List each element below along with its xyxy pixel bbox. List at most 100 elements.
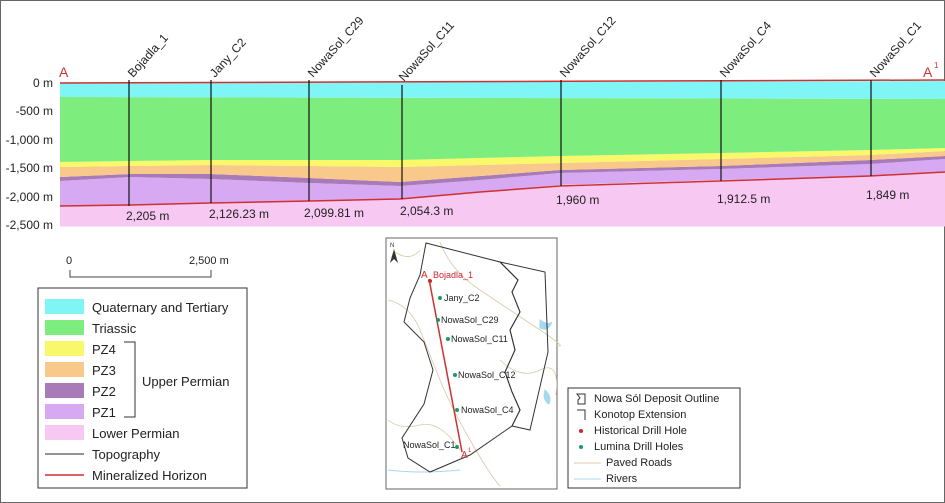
pz2-layer bbox=[60, 156, 945, 186]
legend-swatch-pz4 bbox=[45, 341, 84, 356]
map-legend-label: Paved Roads bbox=[606, 457, 673, 469]
map-legend-label: Historical Drill Hole bbox=[594, 425, 687, 437]
river bbox=[543, 389, 551, 405]
map-end-label: A bbox=[461, 450, 468, 461]
drill-depth-label: 1,912.5 m bbox=[717, 192, 770, 206]
map-rivers bbox=[387, 319, 553, 473]
map-roads bbox=[387, 241, 561, 487]
map-legend-label: Rivers bbox=[606, 473, 638, 485]
drill-depth-label: 2,205 m bbox=[126, 209, 169, 223]
north-arrow-icon bbox=[390, 249, 398, 263]
river bbox=[387, 469, 461, 473]
road bbox=[499, 359, 558, 396]
lumina-symbol-icon bbox=[579, 445, 583, 449]
section-end-superscript: 1 bbox=[934, 61, 939, 70]
drill-depth-label: 2,126.23 m bbox=[209, 207, 269, 221]
road bbox=[387, 299, 501, 487]
map-end-superscript: 1 bbox=[468, 448, 472, 454]
map-hole-label: Bojadla_1 bbox=[433, 270, 473, 280]
historical-symbol-icon bbox=[579, 429, 583, 433]
legend: Quaternary and Tertiary Triassic PZ4 PZ3… bbox=[37, 287, 248, 489]
legend-label: Triassic bbox=[92, 321, 137, 336]
map-legend-label: Nowa Sól Deposit Outline bbox=[594, 393, 719, 405]
lumina-drill-hole-marker bbox=[438, 296, 442, 300]
legend-label: PZ4 bbox=[92, 342, 116, 357]
lumina-drill-hole-marker bbox=[453, 373, 457, 377]
lumina-drill-hole-marker bbox=[455, 408, 459, 412]
scale-end-label: 2,500 m bbox=[189, 255, 229, 267]
map-legend-label: Lumina Drill Holes bbox=[594, 441, 684, 453]
scale-bar-line bbox=[69, 270, 212, 278]
lumina-drill-hole-marker bbox=[436, 318, 440, 322]
topography-line bbox=[59, 79, 945, 84]
legend-swatch-triassic bbox=[45, 320, 84, 335]
upper-permian-label: Upper Permian bbox=[142, 374, 229, 389]
map-hole-label: NowaSol_C12 bbox=[458, 370, 516, 380]
map-hole-label: Jany_C2 bbox=[444, 293, 480, 303]
konotop-extension bbox=[498, 261, 549, 431]
depth-tick: -1,500 m bbox=[6, 161, 53, 175]
legend-label: PZ2 bbox=[92, 384, 116, 399]
drill-hole-label: NowaSol_C1 bbox=[867, 18, 924, 80]
upper-permian-bracket bbox=[124, 341, 136, 418]
cross-section: Bojadla_1 Jany_C2 NowaSol_C29 NowaSol_C1… bbox=[6, 13, 945, 232]
depth-tick: -2,500 m bbox=[6, 218, 53, 232]
drill-depth-label: 1,960 m bbox=[556, 193, 599, 207]
legend-label: Lower Permian bbox=[92, 426, 179, 441]
legend-swatch-pz3 bbox=[45, 362, 84, 377]
depth-tick: 0 m bbox=[33, 76, 53, 90]
lumina-drill-hole-marker bbox=[455, 445, 459, 449]
legend-swatch-lower-permian bbox=[45, 425, 84, 440]
lumina-drill-hole-marker bbox=[446, 337, 450, 341]
drill-hole-label: NowaSol_C11 bbox=[396, 18, 457, 84]
drill-depth-label: 1,849 m bbox=[866, 188, 909, 202]
legend-label: Quaternary and Tertiary bbox=[92, 300, 229, 315]
legend-label: Mineralized Horizon bbox=[92, 468, 207, 483]
pz1-layer bbox=[60, 159, 945, 206]
quaternary-tertiary-layer bbox=[60, 81, 945, 99]
drill-hole-label: Bojadla_1 bbox=[125, 31, 171, 80]
scale-bar: 0 2,500 m bbox=[66, 255, 229, 278]
map-hole-label: NowaSol_C11 bbox=[451, 334, 508, 344]
legend-swatch-quaternary bbox=[45, 299, 84, 314]
section-end-label: A bbox=[923, 64, 933, 80]
pz4-layer bbox=[60, 148, 945, 167]
map-frame bbox=[385, 237, 558, 490]
section-start-label: A bbox=[59, 64, 69, 80]
drill-hole-label: NowaSol_C12 bbox=[557, 13, 619, 80]
legend-label: PZ1 bbox=[92, 405, 116, 420]
lower-permian-layer bbox=[60, 172, 945, 226]
historical-drill-hole-marker bbox=[428, 279, 432, 283]
drill-hole-label: NowaSol_C29 bbox=[305, 13, 367, 80]
location-map: N A A 1 Bojadla_1 Jany_C2 NowaSol_C29 No… bbox=[385, 237, 561, 490]
legend-label: PZ3 bbox=[92, 363, 116, 378]
outline-symbol-icon bbox=[576, 393, 586, 405]
road bbox=[439, 241, 561, 347]
scale-start-label: 0 bbox=[66, 255, 72, 267]
extension-symbol-icon bbox=[577, 409, 586, 420]
map-hole-label: NowaSol_C1 bbox=[403, 440, 456, 450]
map-hole-label: NowaSol_C29 bbox=[441, 315, 499, 325]
drill-hole-label: NowaSol_C4 bbox=[717, 18, 774, 80]
map-legend: Nowa Sól Deposit Outline Konotop Extensi… bbox=[567, 387, 741, 489]
map-hole-label: NowaSol_C4 bbox=[461, 405, 514, 415]
triassic-layer bbox=[60, 97, 945, 162]
legend-swatch-pz1 bbox=[45, 404, 84, 419]
depth-tick: -1,000 m bbox=[6, 133, 53, 147]
road bbox=[394, 249, 421, 257]
mineralized-horizon-line bbox=[59, 171, 945, 207]
legend-label: Topography bbox=[92, 447, 160, 462]
drill-depth-label: 2,054.3 m bbox=[400, 204, 453, 218]
map-start-label: A bbox=[421, 270, 428, 281]
drill-depth-label: 2,099.81 m bbox=[304, 206, 364, 220]
road bbox=[387, 419, 461, 451]
map-legend-box bbox=[567, 387, 741, 489]
legend-swatch-pz2 bbox=[45, 383, 84, 398]
map-legend-label: Konotop Extension bbox=[594, 409, 686, 421]
river bbox=[539, 319, 553, 330]
drill-hole-label: Jany_C2 bbox=[207, 35, 249, 80]
north-label: N bbox=[390, 243, 394, 249]
pz3-layer bbox=[60, 151, 945, 182]
depth-tick: -500 m bbox=[16, 104, 53, 118]
